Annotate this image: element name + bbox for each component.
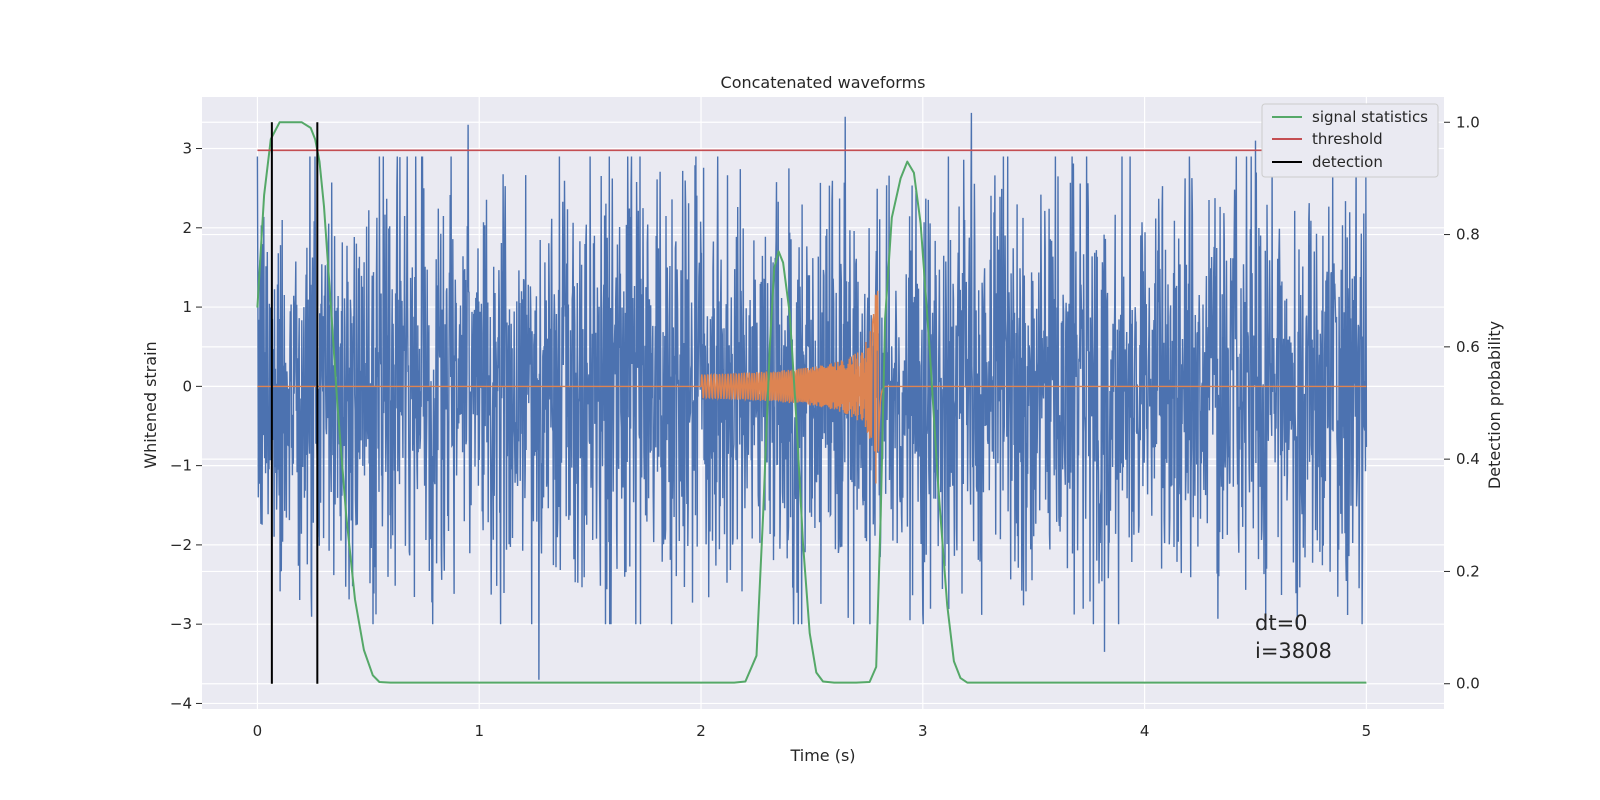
x-axis: 0 1 2 3 4 5 xyxy=(253,722,1371,740)
legend-label-detection: detection xyxy=(1312,153,1383,171)
y-axis-label: Whitened strain xyxy=(141,341,160,468)
y-tick-label-0: −4 xyxy=(170,694,192,712)
y2-axis-label: Detection probability xyxy=(1485,321,1504,489)
legend-box xyxy=(1261,103,1439,178)
legend: signal statistics threshold detection xyxy=(1261,103,1439,178)
x-tick-label-0: 0 xyxy=(253,722,263,740)
y-tick-label-1: −3 xyxy=(170,615,192,633)
legend-label-signal-statistics: signal statistics xyxy=(1312,108,1428,126)
y2-tick-label-0: 0.0 xyxy=(1456,675,1480,693)
chirp-line xyxy=(257,290,1367,484)
annotation-i: i=3808 xyxy=(1255,639,1332,663)
y-tick-label-5: 1 xyxy=(182,298,192,316)
y-tick-label-4: 0 xyxy=(182,377,192,395)
x-tick-label-2: 2 xyxy=(696,722,706,740)
y2-tick-label-4: 0.8 xyxy=(1456,226,1480,244)
signal-statistics-series xyxy=(256,121,1367,684)
x-tick-label-4: 4 xyxy=(1140,722,1150,740)
chart-title: Concatenated waveforms xyxy=(721,73,926,92)
y2-tick-label-3: 0.6 xyxy=(1456,338,1480,356)
detection-series xyxy=(270,122,319,684)
y2-tick-label-5: 1.0 xyxy=(1456,113,1480,131)
y-axis-left: −4 −3 −2 −1 0 1 2 3 xyxy=(170,140,202,712)
y-tick-label-6: 2 xyxy=(182,219,192,237)
annotation-dt: dt=0 xyxy=(1255,611,1308,635)
y2-tick-label-1: 0.2 xyxy=(1456,562,1480,580)
y-tick-label-7: 3 xyxy=(182,140,192,158)
y-axis-right: 0.0 0.2 0.4 0.6 0.8 1.0 xyxy=(1444,113,1480,693)
x-axis-label: Time (s) xyxy=(789,746,855,765)
signal-statistics-line xyxy=(256,121,1367,684)
y-tick-label-2: −2 xyxy=(170,536,192,554)
chirp-series xyxy=(257,290,1367,484)
x-tick-label-5: 5 xyxy=(1362,722,1372,740)
x-tick-label-3: 3 xyxy=(918,722,928,740)
legend-label-threshold: threshold xyxy=(1312,130,1383,148)
x-tick-label-1: 1 xyxy=(474,722,484,740)
y2-tick-label-2: 0.4 xyxy=(1456,450,1480,468)
y-tick-label-3: −1 xyxy=(170,457,192,475)
